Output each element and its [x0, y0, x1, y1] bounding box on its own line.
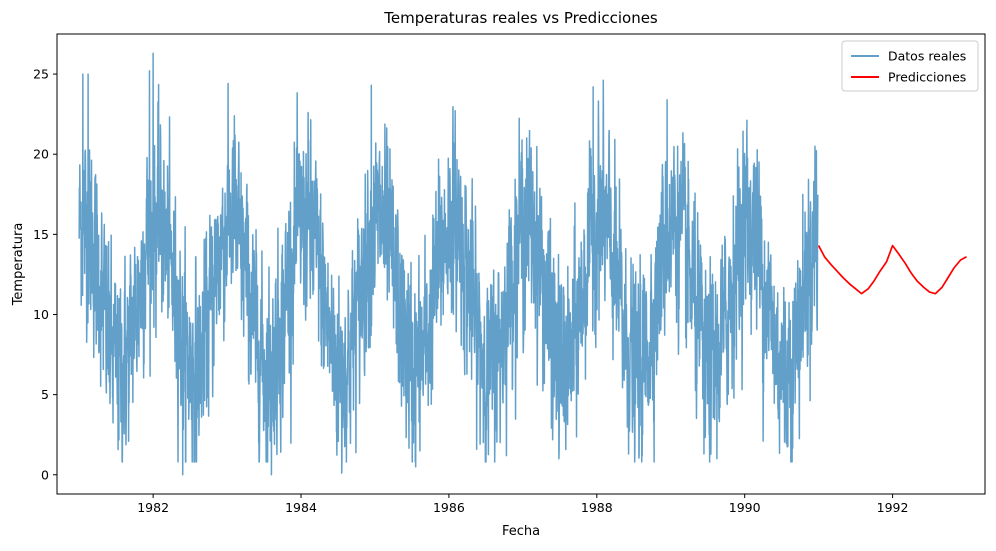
- legend: Datos reales Predicciones: [841, 40, 979, 92]
- x-tick-label: 1984: [285, 500, 317, 515]
- legend-label-predicciones: Predicciones: [888, 70, 966, 85]
- y-axis-label: Temperatura: [11, 223, 26, 307]
- y-tick-label: 20: [33, 147, 49, 162]
- y-tick-label: 25: [33, 67, 49, 82]
- plot-layer: [78, 52, 967, 476]
- axes-layer: 1982 1984 1986 1988 1990 1992 0 5 10 15 20 25: [33, 33, 986, 515]
- y-tick-label: 0: [41, 467, 49, 482]
- y-tick-label: 5: [41, 387, 49, 402]
- x-tick-label: 1992: [877, 500, 909, 515]
- x-tick-label: 1990: [729, 500, 761, 515]
- x-tick-label: 1988: [581, 500, 613, 515]
- series-line-predicciones: [817, 244, 967, 295]
- plot-frame: [56, 33, 986, 495]
- y-tick-label: 15: [33, 227, 49, 242]
- x-tick-label: 1986: [433, 500, 465, 515]
- x-tick-label: 1982: [137, 500, 169, 515]
- x-axis-label: Fecha: [502, 524, 540, 539]
- legend-label-datos-reales: Datos reales: [888, 49, 966, 64]
- series-line-datos-reales: [78, 52, 819, 476]
- chart-title: Temperaturas reales vs Predicciones: [383, 9, 658, 27]
- legend-box: [841, 40, 979, 92]
- y-tick-label: 10: [33, 307, 49, 322]
